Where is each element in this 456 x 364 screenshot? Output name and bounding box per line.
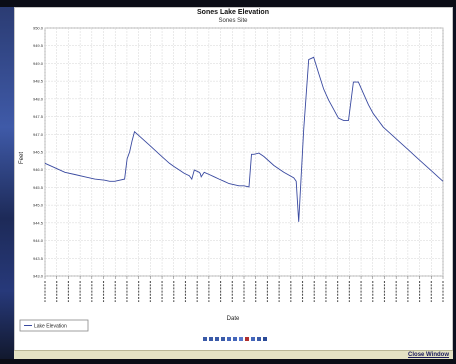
y-tick-label: 948.0 <box>33 96 44 101</box>
y-tick-label: 944.0 <box>33 238 44 243</box>
toolbar-icon[interactable] <box>263 337 267 341</box>
chart-subtitle: Sones Site <box>218 18 248 24</box>
toolbar-icon[interactable] <box>221 337 225 341</box>
y-tick-label: 949.5 <box>33 43 44 48</box>
toolbar-icon[interactable] <box>215 337 219 341</box>
toolbar-icon[interactable] <box>251 337 255 341</box>
desktop-bottom-strip <box>0 359 456 364</box>
y-tick-label: 945.0 <box>33 203 44 208</box>
y-tick-label: 946.5 <box>33 150 44 155</box>
toolbar-icon[interactable] <box>239 337 243 341</box>
status-bar: Close Window <box>14 350 453 359</box>
y-tick-label: 944.5 <box>33 220 44 225</box>
x-axis-label: Date <box>227 316 240 322</box>
toolbar-icon[interactable] <box>203 337 207 341</box>
desktop-background <box>0 0 14 364</box>
y-tick-label: 950.0 <box>33 26 44 31</box>
desktop-top-strip <box>0 0 456 7</box>
legend-entry: Lake Elevation <box>34 324 67 330</box>
y-axis-label: Feet <box>19 152 25 164</box>
toolbar-icon[interactable] <box>209 337 213 341</box>
close-window-link[interactable]: Close Window <box>408 352 449 358</box>
legend: Lake Elevation <box>19 319 89 332</box>
toolbar-icon[interactable] <box>233 337 237 341</box>
chart-toolbar[interactable] <box>203 337 267 341</box>
lake-elevation-chart: Sones Lake Elevation Sones Site 950.0 949… <box>19 9 444 341</box>
toolbar-icon[interactable] <box>227 337 231 341</box>
y-tick-label: 948.5 <box>33 79 44 84</box>
chart-window: Sones Lake Elevation Sones Site 950.0 949… <box>14 7 453 359</box>
y-tick-label: 947.5 <box>33 114 44 119</box>
toolbar-icon[interactable] <box>257 337 261 341</box>
series-line-lake-elevation <box>44 56 444 222</box>
y-tick-label: 943.0 <box>33 274 44 279</box>
chart-title: Sones Lake Elevation <box>197 9 269 16</box>
legend-box <box>19 319 89 332</box>
toolbar-icon[interactable] <box>245 337 249 341</box>
y-tick-label: 949.0 <box>33 61 44 66</box>
y-tick-label: 943.5 <box>33 256 44 261</box>
y-tick-label: 947.0 <box>33 132 44 137</box>
y-tick-label: 945.5 <box>33 185 44 190</box>
y-tick-label: 946.0 <box>33 167 44 172</box>
